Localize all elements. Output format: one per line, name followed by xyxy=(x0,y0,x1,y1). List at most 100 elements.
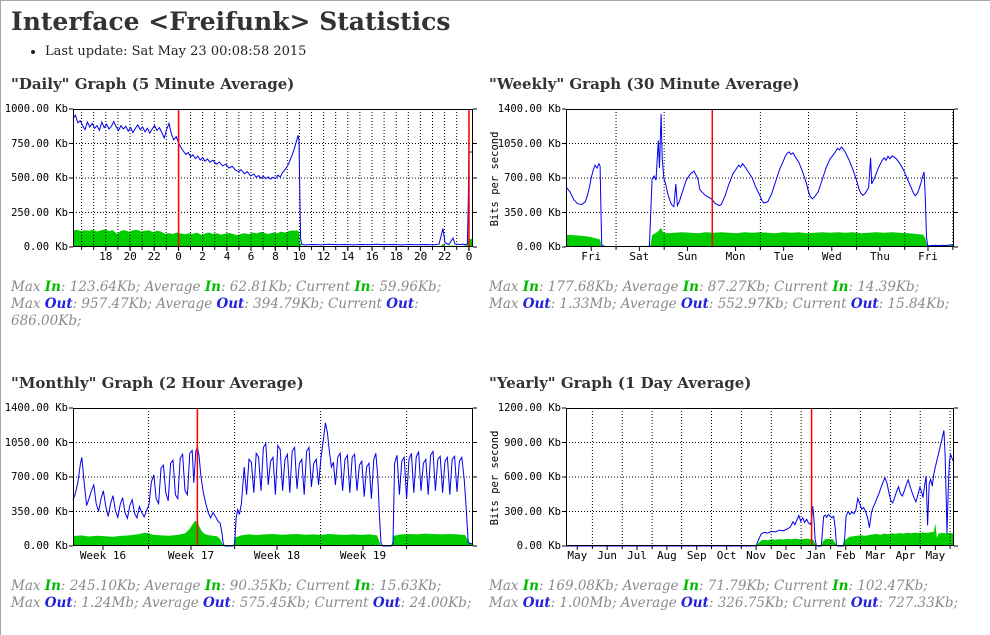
x-tick-label: 22 xyxy=(147,250,161,263)
y-tick-label: 1400.00 Kb xyxy=(497,103,561,115)
x-tick-label: Apr xyxy=(895,549,916,562)
x-tick-label: 10 xyxy=(292,250,307,263)
daily-graph-title: "Daily" Graph (5 Minute Average) xyxy=(11,75,295,93)
weekly-graph: Bits per second 1400.00 Kb 1050.00 Kb 700.… xyxy=(487,103,987,267)
monthly-x-axis: Week 16 Week 17 Week 18 Week 19 xyxy=(73,549,473,566)
yearly-plot: May Jun Jul Aug Sep Oct Nov Dec Jan Feb Mar Apr May xyxy=(562,407,958,566)
x-tick-label: Tue xyxy=(773,250,794,263)
x-tick-label: Mon xyxy=(725,250,746,263)
x-tick-label: 8 xyxy=(272,250,279,263)
x-tick-label: Nov xyxy=(746,549,767,562)
x-tick-label: 20 xyxy=(413,250,428,263)
x-tick-label: Week 19 xyxy=(339,549,387,562)
x-tick-label: Jan xyxy=(805,549,826,562)
monthly-graph: 1400.00 Kb 1050.00 Kb 700.00 Kb 350.00 Kb 0.… xyxy=(5,402,479,566)
x-tick-label: Mar xyxy=(865,549,886,562)
daily-stats: Max In: 123.64Kb; Average In: 62.81Kb; C… xyxy=(11,279,479,330)
stats-line-in: Max In: 123.64Kb; Average In: 62.81Kb; C… xyxy=(11,279,442,295)
y-tick-label: 750.00 Kb xyxy=(11,137,68,150)
weekly-graph-title: "Weekly" Graph (30 Minute Average) xyxy=(489,75,800,93)
stats-line-out: Max Out: 1.33Mb; Average Out: 552.97Kb; … xyxy=(489,296,950,312)
y-tick-label: 0.00 Kb xyxy=(516,241,561,253)
x-tick-label: Sun xyxy=(677,250,698,263)
y-tick-label: 0.00 Kb xyxy=(23,241,68,253)
y-tick-label: 500.00 Kb xyxy=(11,172,68,184)
x-tick-label: 22 xyxy=(437,250,452,263)
weekly-y-axis-unit-label: Bits per second xyxy=(488,131,501,226)
x-tick-label: Week 17 xyxy=(167,549,215,562)
y-tick-label: 1000.00 Kb xyxy=(4,103,68,115)
x-tick-label: 6 xyxy=(247,250,255,263)
weekly-y-axis: 1400.00 Kb 1050.00 Kb 700.00 Kb 350.00 Kb 0.… xyxy=(498,103,566,267)
x-tick-label: Week 18 xyxy=(253,549,301,562)
weekly-graph-section: "Weekly" Graph (30 Minute Average) Bits … xyxy=(487,69,987,330)
x-tick-label: Dec xyxy=(776,549,796,562)
y-tick-label: 0.00 Kb xyxy=(516,540,561,552)
x-tick-label: 12 xyxy=(317,250,331,263)
y-tick-label: 900.00 Kb xyxy=(504,436,561,449)
x-tick-label: 18 xyxy=(99,250,113,263)
x-tick-label: Fri xyxy=(918,250,938,263)
y-tick-label: 1200.00 Kb xyxy=(497,402,561,414)
daily-x-axis: 18 20 22 0 2 4 6 8 10 12 14 16 18 20 22 0 xyxy=(73,250,473,267)
yearly-y-axis: 1200.00 Kb 900.00 Kb 600.00 Kb 300.00 Kb 0.0… xyxy=(498,402,566,566)
y-tick-label: 350.00 Kb xyxy=(504,206,561,219)
page-title: Interface <Freifunk> Statistics xyxy=(11,7,451,36)
x-tick-label: Jul xyxy=(627,549,647,562)
x-tick-label: 0 xyxy=(465,250,473,263)
x-tick-label: May xyxy=(925,549,946,562)
weekly-plot: Fri Sat Sun Mon Tue Wed Thu Fri xyxy=(562,108,958,267)
stats-line-in: Max In: 245.10Kb; Average In: 90.35Kb; C… xyxy=(11,578,442,594)
x-tick-label: Fri xyxy=(581,250,602,263)
x-tick-label: Week 16 xyxy=(79,549,127,562)
x-tick-label: Jun xyxy=(597,549,618,562)
graphs-grid: "Daily" Graph (5 Minute Average) 1000.00… xyxy=(5,69,987,612)
x-tick-label: 4 xyxy=(223,250,231,263)
monthly-graph-image xyxy=(69,407,477,550)
x-tick-label: 14 xyxy=(341,250,355,263)
y-tick-label: 600.00 Kb xyxy=(504,471,561,483)
monthly-graph-section: "Monthly" Graph (2 Hour Average) 1400.00… xyxy=(5,368,479,612)
monthly-graph-title: "Monthly" Graph (2 Hour Average) xyxy=(11,374,304,392)
yearly-graph: Bits per second 1200.00 Kb 900.00 Kb 600.0… xyxy=(487,402,987,566)
x-tick-label: 16 xyxy=(365,250,379,263)
x-tick-label: Wed xyxy=(821,250,842,263)
x-tick-label: May xyxy=(567,549,588,562)
daily-graph-image xyxy=(69,108,477,251)
x-tick-label: Sat xyxy=(629,250,650,263)
stats-line-in: Max In: 177.68Kb; Average In: 87.27Kb; C… xyxy=(489,279,920,295)
x-tick-label: 2 xyxy=(199,250,206,263)
daily-graph-section: "Daily" Graph (5 Minute Average) 1000.00… xyxy=(5,69,479,330)
y-tick-label: 700.00 Kb xyxy=(11,471,68,483)
y-tick-label: 250.00 Kb xyxy=(11,206,68,219)
y-tick-label: 1400.00 Kb xyxy=(4,402,68,414)
stats-line-out: Max Out: 957.47Kb; Average Out: 394.79Kb… xyxy=(11,296,419,329)
daily-y-axis: 1000.00 Kb 750.00 Kb 500.00 Kb 250.00 Kb 0.0… xyxy=(5,103,73,267)
yearly-x-axis: May Jun Jul Aug Sep Oct Nov Dec Jan Feb Mar Apr May xyxy=(566,549,954,566)
monthly-stats: Max In: 245.10Kb; Average In: 90.35Kb; C… xyxy=(11,578,479,612)
stats-line-in: Max In: 169.08Kb; Average In: 71.79Kb; C… xyxy=(489,578,928,594)
weekly-graph-image xyxy=(562,108,958,251)
x-tick-label: 0 xyxy=(175,250,182,263)
yearly-graph-image xyxy=(562,407,958,550)
monthly-y-axis: 1400.00 Kb 1050.00 Kb 700.00 Kb 350.00 Kb 0.… xyxy=(5,402,73,566)
yearly-y-axis-unit-label: Bits per second xyxy=(488,430,501,525)
last-update-text: Last update: Sat May 23 00:08:58 2015 xyxy=(45,44,984,59)
x-tick-label: Oct xyxy=(716,549,737,562)
stats-line-out: Max Out: 1.00Mb; Average Out: 326.75Kb; … xyxy=(489,595,959,611)
monthly-plot: Week 16 Week 17 Week 18 Week 19 xyxy=(69,407,477,566)
y-tick-label: 1050.00 Kb xyxy=(4,436,68,449)
weekly-x-axis: Fri Sat Sun Mon Tue Wed Thu Fri xyxy=(566,250,954,267)
y-tick-label: 350.00 Kb xyxy=(11,505,68,518)
x-tick-label: Sep xyxy=(686,549,707,562)
x-tick-label: Feb xyxy=(835,549,856,562)
y-tick-label: 700.00 Kb xyxy=(504,172,561,184)
x-tick-label: Aug xyxy=(656,549,677,562)
weekly-stats: Max In: 177.68Kb; Average In: 87.27Kb; C… xyxy=(489,279,987,313)
daily-plot: 18 20 22 0 2 4 6 8 10 12 14 16 18 20 22 0 xyxy=(69,108,477,267)
y-tick-label: 0.00 Kb xyxy=(23,540,68,552)
yearly-graph-title: "Yearly" Graph (1 Day Average) xyxy=(489,374,752,392)
x-tick-label: 20 xyxy=(123,250,137,263)
x-tick-label: 18 xyxy=(389,250,403,263)
x-tick-label: Thu xyxy=(869,250,890,263)
